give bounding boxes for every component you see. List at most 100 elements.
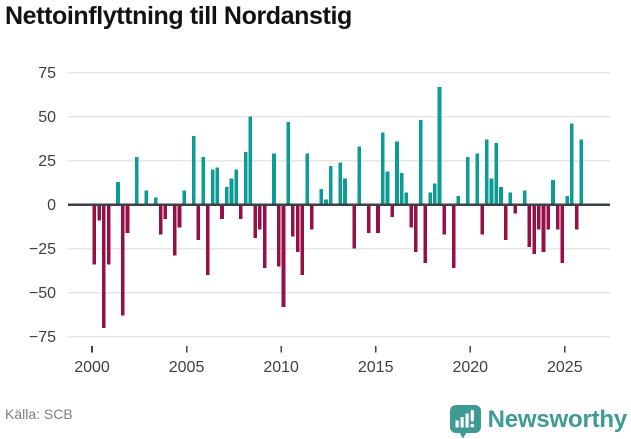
- logo-bar-small: [455, 420, 459, 428]
- bar: [579, 139, 584, 205]
- bar: [220, 204, 224, 219]
- bar: [305, 153, 309, 205]
- logo-exclamation-icon: [470, 410, 474, 422]
- bar: [291, 204, 295, 237]
- newsworthy-badge-icon: [449, 405, 481, 439]
- bar: [380, 132, 385, 205]
- bar: [310, 204, 314, 230]
- bar: [248, 116, 253, 205]
- bar: [428, 192, 432, 205]
- y-axis-tick-label: 50: [38, 109, 56, 126]
- bar: [414, 204, 418, 253]
- bar: [182, 190, 186, 205]
- logo-bar-medium: [460, 417, 464, 428]
- bar: [395, 141, 399, 205]
- bar: [272, 153, 276, 205]
- bar: [215, 167, 220, 205]
- bar: [466, 157, 470, 205]
- source-label: Källa: SCB: [5, 406, 73, 422]
- bar: [494, 143, 499, 205]
- bar: [196, 204, 201, 240]
- x-axis-tick-label: 2025: [547, 359, 583, 376]
- bar: [409, 204, 413, 228]
- bar: [201, 157, 205, 205]
- bar: [295, 204, 300, 253]
- bar: [437, 86, 442, 205]
- y-axis-tick-label: 0: [47, 197, 56, 214]
- bar: [565, 195, 569, 205]
- bar: [390, 204, 395, 218]
- bar: [234, 169, 238, 205]
- bar: [503, 204, 508, 240]
- bar: [484, 139, 489, 205]
- x-axis-tick-label: 2020: [452, 359, 488, 376]
- y-axis-tick-label: 25: [38, 153, 56, 170]
- bar: [106, 204, 111, 265]
- bar: [574, 204, 579, 230]
- bar: [324, 199, 328, 205]
- bar: [418, 120, 423, 205]
- bar: [560, 204, 565, 263]
- bar: [177, 204, 182, 228]
- bar: [163, 204, 168, 219]
- y-axis-tick-label: 75: [38, 65, 56, 82]
- bar: [442, 204, 447, 235]
- y-axis-tick-label: −50: [29, 285, 56, 302]
- bar: [532, 204, 536, 254]
- bar: [229, 178, 234, 205]
- y-axis-tick-label: −25: [29, 241, 56, 258]
- bar: [144, 190, 149, 205]
- bar: [206, 204, 210, 276]
- bar: [522, 190, 527, 205]
- bar: [191, 136, 196, 205]
- bar: [319, 188, 324, 205]
- bar: [537, 204, 541, 230]
- bar: [210, 169, 215, 205]
- bar: [555, 204, 560, 230]
- bar: [343, 178, 347, 205]
- bar: [224, 187, 229, 205]
- bar: [357, 146, 361, 205]
- newsworthy-logo[interactable]: Newsworthy: [449, 401, 628, 439]
- bar: [328, 165, 333, 205]
- bar: [300, 204, 305, 276]
- bar: [276, 204, 281, 267]
- logo-bar-tall: [465, 413, 469, 428]
- bar: [475, 153, 480, 205]
- bar: [508, 192, 513, 205]
- bar: [551, 180, 555, 205]
- bar: [92, 204, 97, 265]
- x-axis-tick-label: 2005: [169, 359, 205, 376]
- bar: [172, 204, 177, 256]
- x-axis-tick-label: 2010: [263, 359, 299, 376]
- bar: [456, 195, 461, 205]
- bar: [120, 204, 125, 316]
- bar: [286, 121, 291, 205]
- bar: [102, 204, 106, 328]
- bar: [97, 204, 101, 221]
- x-axis-tick-label: 2000: [74, 359, 110, 376]
- bar: [570, 123, 574, 205]
- bar: [385, 171, 390, 205]
- newsworthy-wordmark: Newsworthy: [487, 406, 628, 433]
- bar: [352, 204, 357, 249]
- bar: [253, 204, 257, 239]
- bar: [499, 187, 503, 205]
- bar: [243, 151, 248, 205]
- bar: [423, 204, 428, 263]
- bar: [404, 192, 409, 205]
- bar: [262, 204, 267, 269]
- bar: [239, 204, 243, 219]
- bar: [338, 162, 343, 205]
- bar: [432, 183, 437, 205]
- bar: [154, 197, 158, 205]
- bar: [158, 204, 163, 235]
- bar: [281, 204, 286, 307]
- page-title: Nettoinflyttning till Nordanstig: [5, 2, 352, 30]
- bar: [541, 204, 546, 253]
- bar: [399, 173, 404, 205]
- bar: [116, 181, 120, 205]
- bar: [135, 157, 139, 205]
